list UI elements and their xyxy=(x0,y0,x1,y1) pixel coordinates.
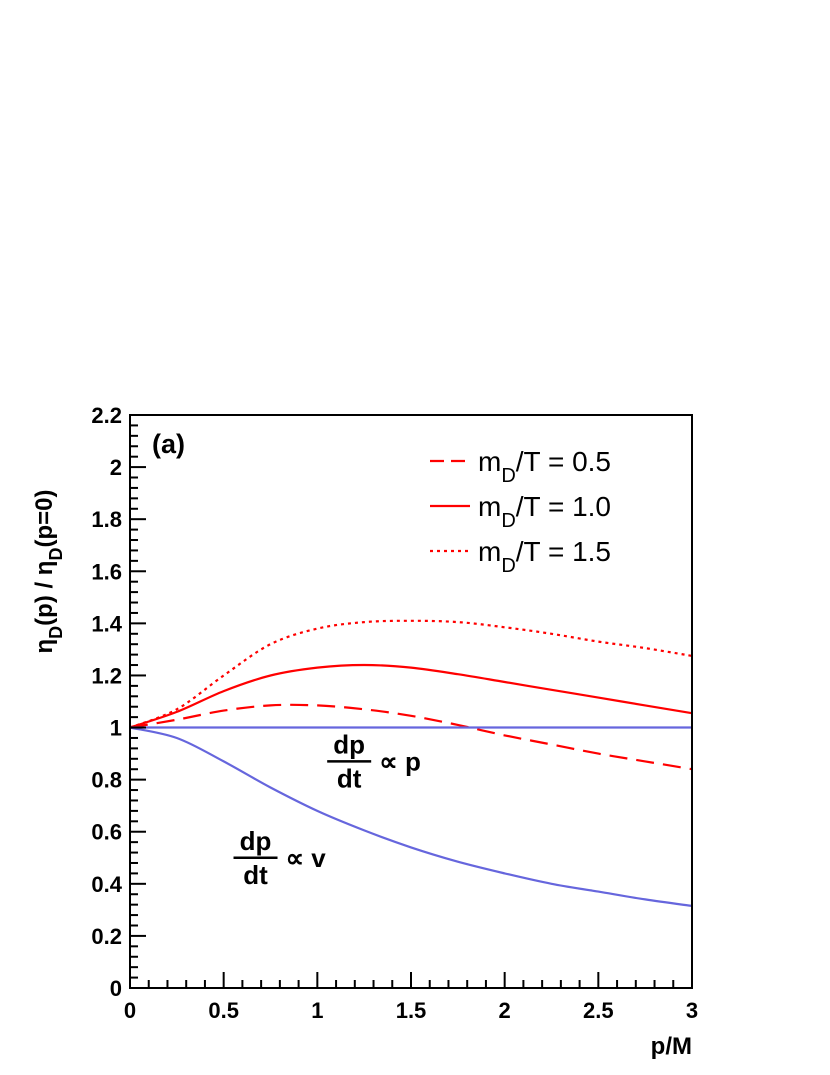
y-tick-label: 1.4 xyxy=(91,611,122,636)
x-tick-label: 3 xyxy=(686,998,698,1023)
label-layer: 0 0.5 1 1.5 2 2.5 3 0 0.2 0.4 0.6 0.8 1 1.2 1.4 1.6 1.8 2… xyxy=(91,403,698,1023)
legend: mD/T = 0.5 mD/T = 1.0 mD/T = 1.5 xyxy=(430,446,611,577)
x-tick-label: 2.5 xyxy=(583,998,614,1023)
annotation-denominator: dt xyxy=(337,763,362,793)
legend-entry: mD/T = 1.0 xyxy=(430,491,611,532)
y-tick-label: 1 xyxy=(110,716,122,741)
series-line-4 xyxy=(129,726,693,908)
series-layer xyxy=(129,619,693,908)
y-tick-label: 0 xyxy=(110,976,122,1001)
series-line-2 xyxy=(129,619,693,729)
x-tick-label: 1.5 xyxy=(396,998,427,1023)
panel-label: (a) xyxy=(152,429,185,459)
y-tick-label: 0.8 xyxy=(91,768,122,793)
legend-entry: mD/T = 0.5 xyxy=(430,446,611,487)
annotation-relation: ∝ p xyxy=(379,746,421,776)
annotation-denominator: dt xyxy=(243,860,268,890)
series-line-0 xyxy=(129,703,693,771)
x-tick-label: 0 xyxy=(124,998,136,1023)
y-tick-label: 1.2 xyxy=(91,663,122,688)
annotation-dp-dt-v: dp dt ∝ v xyxy=(233,826,327,890)
y-tick-label: 2.2 xyxy=(91,403,122,428)
y-tick-label: 0.2 xyxy=(91,924,122,949)
x-tick-label: 0.5 xyxy=(208,998,239,1023)
legend-label: mD/T = 1.0 xyxy=(478,491,611,532)
annotation-dp-dt-p: dp dt ∝ p xyxy=(327,729,421,793)
series-line-1 xyxy=(129,663,693,729)
annotation-relation: ∝ v xyxy=(286,843,327,873)
x-tick-label: 2 xyxy=(499,998,511,1023)
y-tick-label: 0.4 xyxy=(91,872,122,897)
y-tick-label: 1.6 xyxy=(91,559,122,584)
y-tick-label: 2 xyxy=(110,455,122,480)
annotation-numerator: dp xyxy=(333,729,365,759)
x-axis-title: p/M xyxy=(651,1033,692,1060)
y-tick-label: 1.8 xyxy=(91,507,122,532)
legend-entry: mD/T = 1.5 xyxy=(430,536,611,577)
y-axis-title: ηD(p) / ηD(p=0) xyxy=(31,489,66,653)
tick-layer xyxy=(129,414,693,989)
y-tick-label: 0.6 xyxy=(91,820,122,845)
x-tick-label: 1 xyxy=(311,998,323,1023)
legend-label: mD/T = 0.5 xyxy=(478,446,611,487)
legend-label: mD/T = 1.5 xyxy=(478,536,611,577)
annotation-numerator: dp xyxy=(240,826,272,856)
